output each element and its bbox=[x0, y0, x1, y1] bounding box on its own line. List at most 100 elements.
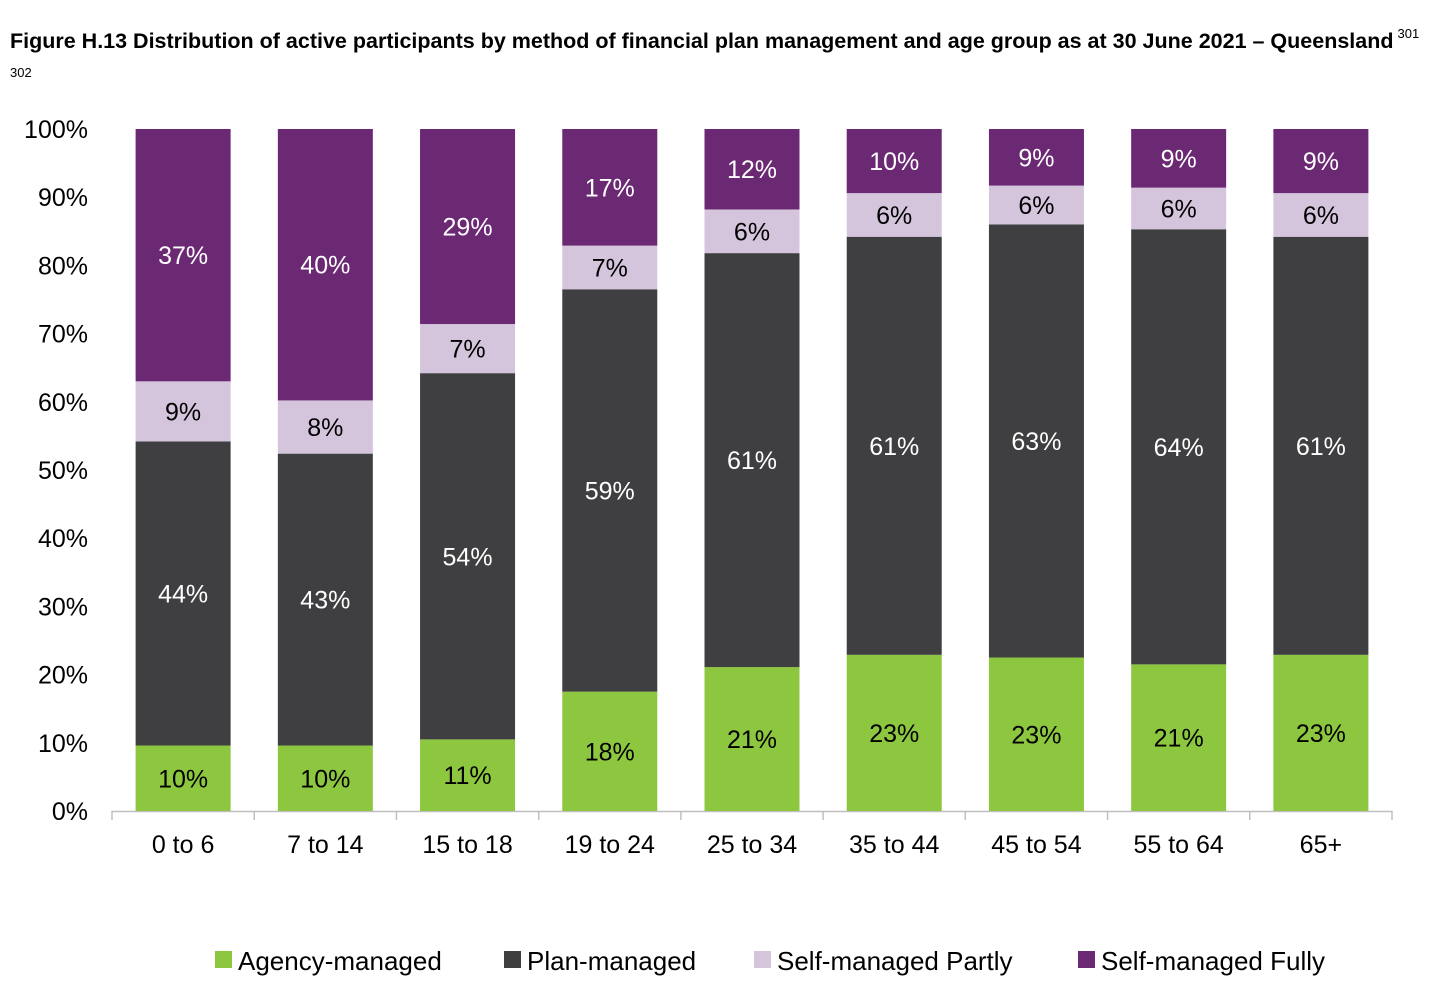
data-label: 8% bbox=[307, 414, 343, 442]
bar-segment bbox=[704, 129, 800, 210]
data-label: 64% bbox=[1154, 434, 1204, 462]
chart-title: Figure H.13 Distribution of active parti… bbox=[10, 18, 1440, 96]
data-label: 29% bbox=[443, 214, 493, 242]
data-label: 23% bbox=[869, 720, 919, 748]
data-label: 23% bbox=[1296, 720, 1346, 748]
data-label: 61% bbox=[869, 433, 919, 461]
y-tick-label: 90% bbox=[38, 184, 88, 212]
legend: Agency-managed Plan-managed Self-managed P… bbox=[215, 946, 1325, 976]
legend-swatch bbox=[504, 951, 521, 968]
data-label: 37% bbox=[158, 242, 208, 270]
data-label: 17% bbox=[585, 174, 635, 202]
x-category-label: 15 to 18 bbox=[422, 831, 512, 859]
bar-segment bbox=[704, 209, 800, 254]
bar-stack: 23% 61% 6% 10% bbox=[846, 129, 942, 811]
data-label: 9% bbox=[1161, 145, 1197, 173]
bar-segment bbox=[562, 129, 658, 246]
bar-segment bbox=[988, 185, 1084, 225]
bar-segment bbox=[277, 400, 373, 454]
bar-segment bbox=[1131, 664, 1227, 811]
bar-segment bbox=[1273, 129, 1369, 194]
bar-stack: 10% 43% 8% 40% bbox=[277, 129, 373, 811]
data-label: 12% bbox=[727, 156, 777, 184]
bar-segment bbox=[135, 381, 231, 442]
data-label: 6% bbox=[1161, 195, 1197, 223]
title-footnotes: 301 302 bbox=[10, 26, 1420, 80]
bar-segment bbox=[704, 667, 800, 811]
bar-segment bbox=[420, 739, 516, 811]
y-tick-label: 10% bbox=[38, 730, 88, 758]
bar-segment bbox=[1131, 229, 1227, 665]
x-category-label: 19 to 24 bbox=[565, 831, 655, 859]
bar-segment bbox=[135, 745, 231, 811]
y-tick-label: 40% bbox=[38, 525, 88, 553]
legend-item: Self-managed Partly bbox=[754, 946, 1013, 976]
data-label: 44% bbox=[158, 580, 208, 608]
bar-segment bbox=[704, 253, 800, 668]
bar-segment bbox=[420, 129, 516, 325]
x-category-label: 65+ bbox=[1300, 831, 1342, 859]
x-category-label: 45 to 54 bbox=[991, 831, 1081, 859]
data-label: 40% bbox=[300, 252, 350, 280]
bar-segment bbox=[135, 129, 231, 382]
data-label: 7% bbox=[592, 254, 628, 282]
legend-item: Plan-managed bbox=[504, 946, 696, 976]
data-label: 63% bbox=[1011, 428, 1061, 456]
legend-item: Self-managed Fully bbox=[1078, 946, 1325, 976]
x-axis: 0 to 6 7 to 14 15 to 18 19 to 24 25 to 34 35 … bbox=[111, 810, 1393, 859]
data-label: 61% bbox=[727, 447, 777, 475]
bar-segment bbox=[562, 289, 658, 692]
bar-segment bbox=[562, 245, 658, 290]
y-tick-label: 20% bbox=[38, 662, 88, 690]
bars: 10% 44% 9% 37% 10% 43% 8% 40% 11% 54% 7% 29% 18% 59% 7… bbox=[135, 129, 1369, 811]
data-label: 6% bbox=[876, 202, 912, 230]
y-axis: 0% 10% 20% 30% 40% 50% 60% 70% 80% 90% 100% bbox=[24, 116, 88, 826]
bar-segment bbox=[1273, 236, 1369, 655]
bar-segment bbox=[1131, 187, 1227, 230]
data-label: 61% bbox=[1296, 433, 1346, 461]
data-label: 21% bbox=[1154, 725, 1204, 753]
data-label: 6% bbox=[734, 218, 770, 246]
data-label: 7% bbox=[449, 336, 485, 364]
data-label: 9% bbox=[1018, 144, 1054, 172]
data-label: 21% bbox=[727, 726, 777, 754]
data-label: 9% bbox=[1303, 148, 1339, 176]
legend-label: Plan-managed bbox=[527, 946, 696, 976]
bar-stack: 21% 61% 6% 12% bbox=[704, 129, 800, 811]
data-label: 23% bbox=[1011, 721, 1061, 749]
data-label: 10% bbox=[158, 765, 208, 793]
data-label: 59% bbox=[585, 477, 635, 505]
bar-stack: 21% 64% 6% 9% bbox=[1131, 129, 1227, 811]
x-category-label: 25 to 34 bbox=[707, 831, 797, 859]
bar-segment bbox=[846, 129, 942, 194]
bar-segment bbox=[1273, 193, 1369, 237]
bar-segment bbox=[135, 441, 231, 746]
bar-stack: 23% 63% 6% 9% bbox=[988, 129, 1084, 811]
legend-swatch bbox=[215, 951, 232, 968]
data-label: 10% bbox=[300, 765, 350, 793]
data-label: 54% bbox=[443, 543, 493, 571]
legend-label: Self-managed Partly bbox=[777, 946, 1013, 976]
y-tick-label: 50% bbox=[38, 457, 88, 485]
bar-segment bbox=[846, 236, 942, 655]
y-tick-label: 100% bbox=[24, 116, 88, 144]
bar-stack: 18% 59% 7% 17% bbox=[562, 129, 658, 811]
x-category-label: 7 to 14 bbox=[287, 831, 364, 859]
y-tick-label: 60% bbox=[38, 389, 88, 417]
bar-segment bbox=[846, 654, 942, 811]
bar-stack: 11% 54% 7% 29% bbox=[420, 129, 516, 811]
x-category-label: 55 to 64 bbox=[1133, 831, 1223, 859]
bar-segment bbox=[420, 373, 516, 740]
bar-segment bbox=[846, 193, 942, 237]
legend-item: Agency-managed bbox=[215, 946, 442, 976]
x-category-label: 35 to 44 bbox=[849, 831, 939, 859]
legend-swatch bbox=[754, 951, 771, 968]
data-label: 6% bbox=[1018, 192, 1054, 220]
bar-segment bbox=[277, 745, 373, 811]
y-tick-label: 30% bbox=[38, 593, 88, 621]
data-label: 6% bbox=[1303, 202, 1339, 230]
bar-stack: 23% 61% 6% 9% bbox=[1273, 129, 1369, 811]
legend-label: Self-managed Fully bbox=[1101, 946, 1325, 976]
bar-segment bbox=[1273, 654, 1369, 811]
